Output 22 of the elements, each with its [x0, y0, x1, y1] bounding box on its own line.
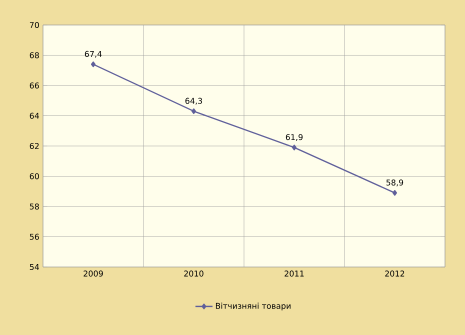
point — [191, 108, 196, 114]
x-tick-label: 2012 — [385, 270, 404, 277]
y-tick-label: 58 — [30, 203, 39, 210]
x-tick-label: 2011 — [284, 270, 304, 277]
y-tick-label: 68 — [30, 52, 39, 58]
point — [292, 144, 297, 150]
x-tick-label: 2010 — [184, 270, 204, 277]
data-label: 67,4 — [84, 50, 102, 58]
legend-label: Вітчизняні товари — [216, 302, 290, 310]
data-label: 64,3 — [185, 98, 202, 105]
y-tick-label: 70 — [30, 22, 39, 28]
y-tick-label: 60 — [30, 173, 39, 180]
data-label: 58,9 — [386, 179, 404, 186]
point — [392, 190, 398, 196]
y-tick-label: 64 — [30, 112, 40, 119]
y-tick-label: 62 — [30, 142, 39, 150]
data-label: 61,9 — [286, 134, 303, 141]
x-tick-label: 2009 — [84, 270, 103, 277]
y-tick-label: 54 — [30, 264, 40, 270]
y-tick-label: 66 — [30, 82, 39, 89]
point — [90, 61, 96, 68]
y-tick-label: 56 — [30, 234, 39, 240]
